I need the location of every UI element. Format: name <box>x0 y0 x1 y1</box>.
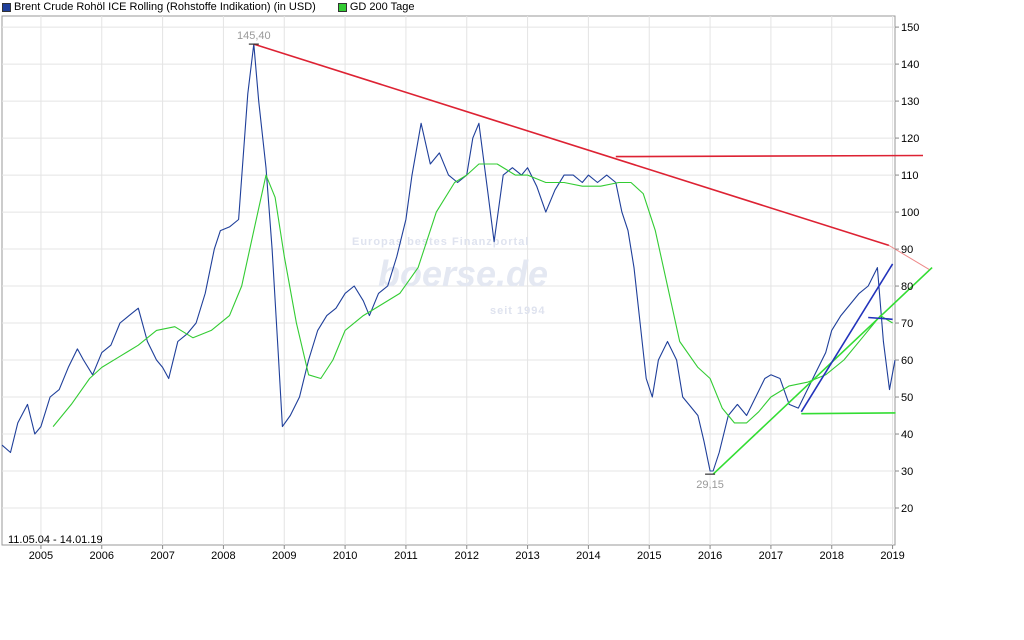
trend-line <box>800 263 894 413</box>
y-tick-label: 140 <box>901 59 919 71</box>
legend-item-brent[interactable]: Brent Crude Rohöl ICE Rolling (Rohstoffe… <box>2 1 316 13</box>
y-tick-label: 150 <box>901 22 919 34</box>
watermark-line3: seit 1994 <box>490 305 545 317</box>
y-tick-label: 120 <box>901 133 919 145</box>
x-tick-label: 2006 <box>90 550 114 562</box>
extreme-label: 29,15 <box>696 479 724 491</box>
x-tick-label: 2019 <box>880 550 904 562</box>
date-range-label: 11.05.04 - 14.01.19 <box>8 534 103 546</box>
x-tick-label: 2016 <box>698 550 722 562</box>
x-tick-label: 2018 <box>819 550 843 562</box>
y-tick-label: 100 <box>901 207 919 219</box>
plot-area <box>1 15 896 546</box>
watermark: Europas bestes Finanzportal boerse.de se… <box>352 236 548 317</box>
legend-swatch-brent <box>2 2 11 12</box>
y-tick-label: 20 <box>901 503 913 515</box>
legend: Brent Crude Rohöl ICE Rolling (Rohstoffe… <box>2 0 436 14</box>
x-tick-label: 2015 <box>637 550 661 562</box>
x-tick-label: 2009 <box>272 550 296 562</box>
y-tick-label: 90 <box>901 244 913 256</box>
x-tick-label: 2005 <box>29 550 53 562</box>
x-axis: 2005 2006 2007 2008 2009 2010 2011 2012 2013 2014… <box>29 545 905 562</box>
x-tick-label: 2014 <box>576 550 600 562</box>
trend-line <box>253 43 890 247</box>
legend-item-gd200[interactable]: GD 200 Tage <box>337 1 415 13</box>
trend-line <box>868 316 893 321</box>
x-tick-label: 2013 <box>515 550 539 562</box>
x-tick-label: 2011 <box>394 550 418 562</box>
y-tick-label: 110 <box>901 170 919 182</box>
y-tick-label: 70 <box>901 318 913 330</box>
grid <box>2 16 895 545</box>
x-tick-label: 2017 <box>759 550 783 562</box>
y-tick-label: 60 <box>901 355 913 367</box>
legend-label-gd200: GD 200 Tage <box>349 1 415 13</box>
watermark-logo: boerse.de <box>378 253 548 294</box>
y-axis: 20 30 40 50 60 70 80 90 100 110 120 130 140 150 <box>895 22 919 515</box>
series-line-brent <box>1 43 896 472</box>
legend-swatch-gd200 <box>337 2 347 12</box>
watermark-line1: Europas bestes Finanzportal <box>352 236 529 248</box>
y-tick-label: 30 <box>901 466 913 478</box>
x-tick-label: 2012 <box>455 550 479 562</box>
y-tick-label: 80 <box>901 281 913 293</box>
x-tick-label: 2007 <box>150 550 174 562</box>
y-tick-label: 40 <box>901 429 913 441</box>
x-tick-label: 2010 <box>333 550 357 562</box>
y-tick-label: 50 <box>901 392 913 404</box>
legend-label-brent: Brent Crude Rohöl ICE Rolling (Rohstoffe… <box>14 1 316 13</box>
y-tick-label: 130 <box>901 96 919 108</box>
trend-line <box>712 267 933 475</box>
series-lines <box>1 43 933 475</box>
trend-line <box>615 154 924 158</box>
series-line-gd200 <box>52 163 893 427</box>
trend-line <box>801 412 896 415</box>
extreme-label: 145,40 <box>237 30 271 42</box>
annotations: 145,40 29,15 <box>237 30 724 491</box>
x-tick-label: 2008 <box>211 550 235 562</box>
